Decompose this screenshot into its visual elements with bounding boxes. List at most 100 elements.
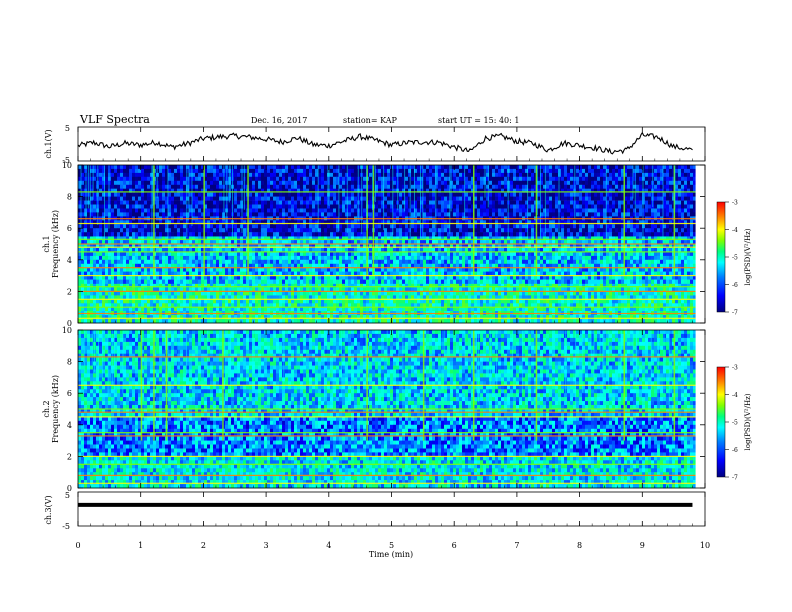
ch1-spectrogram-cell: [690, 319, 694, 324]
ch1-spectrogram-cell: [627, 279, 631, 284]
ch1-spectrogram-cell: [591, 307, 595, 312]
ch1-spectrogram-cell: [81, 299, 85, 304]
ch1-spectrogram-cell: [93, 271, 97, 276]
ch1-spectrogram-cell: [105, 251, 109, 257]
ch1-spectrogram-cell: [597, 299, 601, 304]
ch1-spectrogram-cell: [354, 275, 358, 280]
ch1-spectrogram-cell: [654, 240, 658, 245]
ch1-spectrogram-cell: [483, 240, 487, 245]
ch1-spectrogram-cell: [129, 315, 133, 320]
ch1-spectrogram-cell: [117, 295, 121, 300]
ch1-spectrogram-cell: [603, 168, 607, 174]
ch1-spectrogram-cell: [258, 287, 262, 292]
ch1-spectrogram-cell: [387, 255, 391, 261]
ch1-spectrogram-cell: [426, 236, 430, 241]
ch1-spectrogram-cell: [156, 315, 160, 320]
ch1-spectrogram-cell: [87, 315, 91, 320]
ch1-spectrogram-cell: [147, 267, 151, 272]
ch1-spectrogram-cell: [642, 236, 646, 241]
ch1-spectrogram-cell: [423, 251, 427, 257]
ch1-spectrogram-cell: [87, 251, 91, 257]
ch1-spectrogram-cell: [87, 240, 91, 245]
ch1-spectrogram-cell: [504, 307, 508, 312]
ch1-spectrogram-cell: [615, 267, 619, 272]
ch1-spectrogram-cell: [471, 236, 475, 241]
ch1-spectrogram-cell: [369, 168, 373, 174]
ch1-spectrogram-cell: [228, 240, 232, 245]
ch1-spectrogram-cell: [384, 287, 388, 292]
ch1-spectrogram-cell: [177, 299, 181, 304]
ch1-spectrogram-cell: [534, 283, 538, 288]
ch1-spectrogram-cell: [96, 283, 100, 288]
ch1-spectrogram-cell: [114, 291, 118, 296]
ch1-spectrogram-cell: [303, 240, 307, 245]
ch1-spectrogram-cell: [444, 263, 448, 269]
ch1-spectrogram-cell: [456, 295, 460, 300]
ch1-spectrogram-cell: [180, 251, 184, 257]
ch1-spectrogram-cell: [462, 271, 466, 276]
ch1-spectrogram-cell: [414, 283, 418, 288]
ch1-spectrogram-cell: [522, 259, 526, 265]
ch1-spectrogram-cell: [213, 165, 217, 170]
ch1-spectrogram-cell: [690, 244, 694, 249]
ch1-spectrogram-cell: [420, 287, 424, 292]
ch1-spectrogram-cell: [114, 172, 118, 178]
ch1-spectrogram-cell: [645, 279, 649, 284]
ch1-spectrogram-cell: [228, 279, 232, 284]
ch1-spectrogram-cell: [270, 251, 274, 257]
ch1-spectrogram-cell: [564, 319, 568, 324]
ch1-spectrogram-cell: [306, 259, 310, 265]
ch1-spectrogram-cell: [447, 251, 451, 257]
ch1-spectrogram-cell: [186, 267, 190, 272]
ch1-spectrogram-cell: [495, 263, 499, 269]
ch1-spectrogram-cell: [669, 168, 673, 174]
ch1-spectrogram-cell: [270, 271, 274, 276]
ch1-spectrogram-cell: [669, 236, 673, 241]
ch1-spectrogram-cell: [624, 299, 628, 304]
ch1-spectrogram-cell: [405, 236, 409, 241]
ch1-spectrogram-cell: [660, 251, 664, 257]
ch1-spectrogram-cell: [141, 319, 145, 324]
ch1-spectrogram-cell: [486, 303, 490, 308]
ch1-spectrogram-cell: [258, 240, 262, 245]
ch1-spectrogram-cell: [399, 168, 403, 174]
ch1-spectrogram-cell: [588, 248, 592, 253]
ch1-spectrogram-cell: [453, 248, 457, 253]
ch1-spectrogram-cell: [315, 244, 319, 249]
ch1-spectrogram-cell: [357, 287, 361, 292]
ch1-spectrogram-cell: [126, 295, 130, 300]
ch1-spectrogram-cell: [99, 279, 103, 284]
ch1-spectrogram-cell: [309, 271, 313, 276]
ch1-spectrogram-cell: [663, 251, 667, 257]
ch1-spectrogram-cell: [189, 291, 193, 296]
ch1-spectrogram-cell: [117, 279, 121, 284]
ch1-spectrogram-cell: [291, 295, 295, 300]
ch1-spectrogram-cell: [471, 283, 475, 288]
ch1-spectrogram-cell: [186, 251, 190, 257]
ch1-spectrogram-cell: [333, 291, 337, 296]
ch1-spectrogram-cell: [624, 259, 628, 265]
ch1-spectrogram-cell: [270, 307, 274, 312]
ch1-spectrogram-cell: [159, 267, 163, 272]
ch1-spectrogram-cell: [492, 165, 496, 170]
ch1-spectrogram-cell: [660, 291, 664, 296]
ch1-spectrogram-cell: [120, 172, 124, 178]
ch1-spectrogram-cell: [198, 307, 202, 312]
ch1-spectrogram-cell: [300, 279, 304, 284]
ch1-spectrogram-cell: [540, 279, 544, 284]
ch1-spectrogram-cell: [549, 279, 553, 284]
ch1-spectrogram-cell: [531, 251, 535, 257]
ch1-spectrogram-cell: [270, 315, 274, 320]
ch1-spectrogram-cell: [660, 307, 664, 312]
ch1-spectrogram-cell: [129, 295, 133, 300]
ch1-spectrogram-cell: [606, 263, 610, 269]
ch1-spectrogram-cell: [321, 319, 325, 324]
ch1-spectrogram-cell: [339, 168, 343, 174]
ch1-spectrogram-cell: [681, 315, 685, 320]
ch1-spectrogram-cell: [282, 295, 286, 300]
ch1-spectrogram-cell: [450, 168, 454, 174]
ch1-spectrogram-cell: [219, 291, 223, 296]
ch1-spectrogram-cell: [594, 263, 598, 269]
ch1-spectrogram-cell: [288, 263, 292, 269]
ch1-spectrogram-cell: [618, 263, 622, 269]
